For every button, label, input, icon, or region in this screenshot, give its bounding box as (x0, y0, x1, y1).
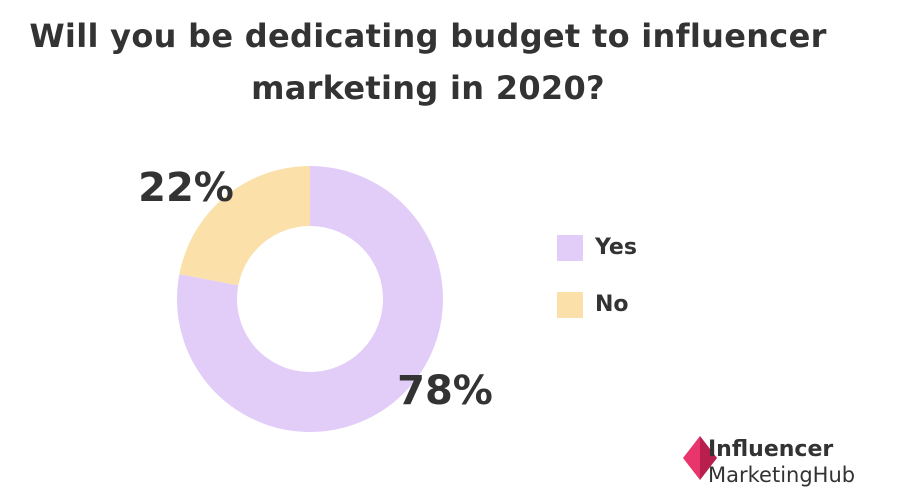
legend-label: Yes (594, 235, 637, 260)
logo-text: MarketingHub (708, 463, 855, 487)
logo-mark (700, 436, 717, 480)
donut-slice (177, 166, 444, 432)
legend-swatch (557, 235, 583, 261)
value-label: 78% (397, 368, 493, 414)
legend-label: No (595, 292, 629, 317)
legend-swatch (557, 292, 583, 318)
chart-title: Will you be dedicating budget to influen… (29, 17, 827, 107)
logo-mark (683, 436, 700, 480)
donut-slice (179, 166, 310, 286)
value-label: 22% (138, 165, 234, 211)
logo-text: Influencer (708, 437, 833, 462)
